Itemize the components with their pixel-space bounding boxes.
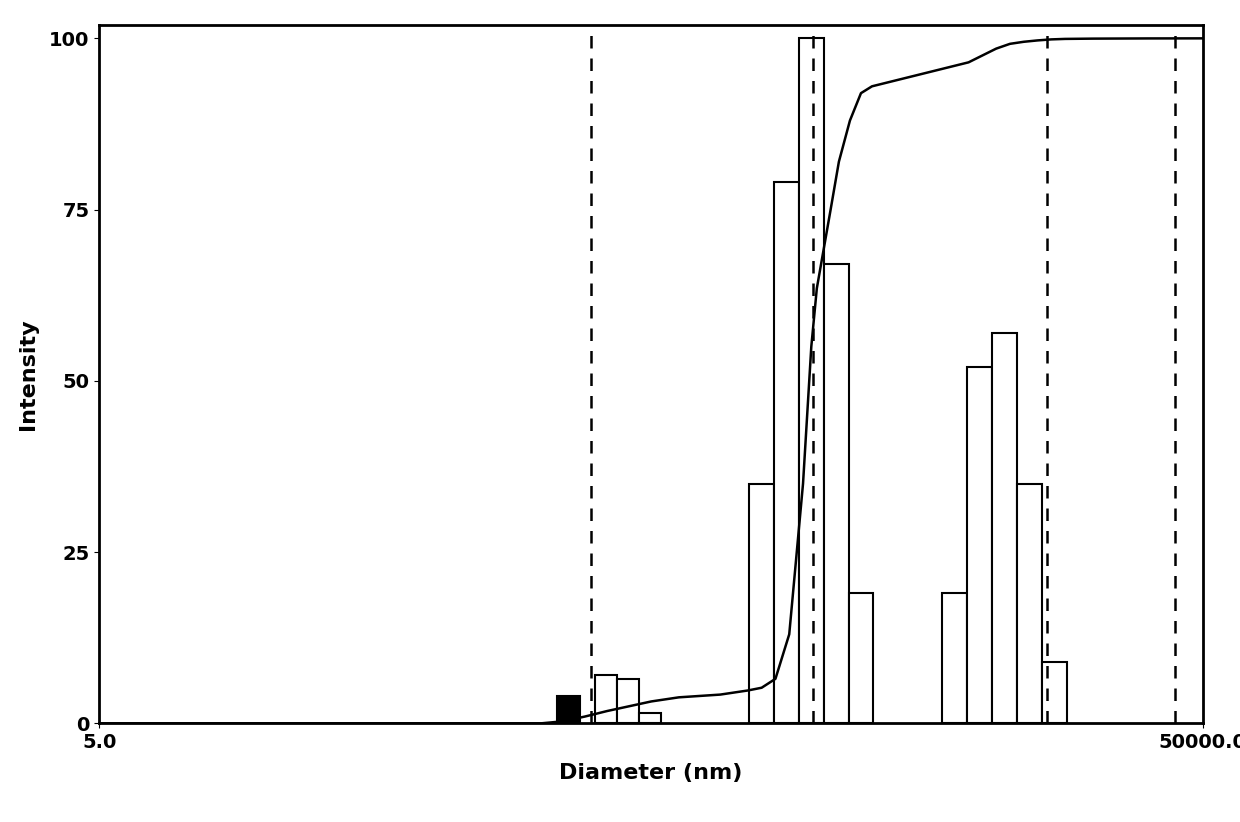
Bar [774, 182, 799, 723]
Bar [823, 265, 848, 723]
Bar [595, 676, 616, 723]
Bar [942, 593, 967, 723]
Bar [1042, 662, 1066, 723]
Bar [616, 679, 639, 723]
Bar [799, 39, 823, 723]
Bar [749, 483, 774, 723]
Bar [1017, 483, 1042, 723]
Bar [992, 333, 1017, 723]
Bar [848, 593, 873, 723]
X-axis label: Diameter (nm): Diameter (nm) [559, 763, 743, 783]
Bar [967, 367, 992, 723]
Bar [639, 713, 661, 723]
Y-axis label: Intensity: Intensity [19, 318, 38, 430]
Bar [558, 696, 579, 723]
